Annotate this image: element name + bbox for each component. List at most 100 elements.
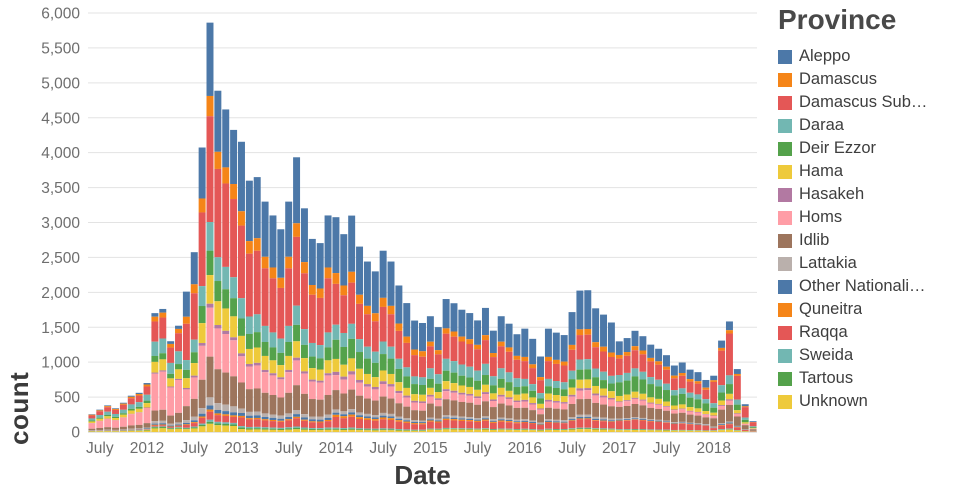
bar-segment bbox=[151, 321, 159, 342]
legend-item: Other Nationali… bbox=[778, 275, 958, 298]
bar-segment bbox=[175, 378, 182, 380]
bar-segment bbox=[497, 429, 505, 432]
bars-group bbox=[88, 22, 757, 433]
bar-segment bbox=[135, 408, 143, 413]
bar-segment bbox=[725, 399, 733, 401]
bar-segment bbox=[245, 389, 253, 412]
legend-swatch bbox=[778, 49, 792, 64]
bar-segment bbox=[182, 316, 190, 324]
bar-segment bbox=[198, 416, 206, 418]
bar-segment bbox=[710, 407, 718, 413]
bar-segment bbox=[277, 277, 285, 288]
bar-segment bbox=[190, 284, 198, 294]
y-tick-label: 4,000 bbox=[41, 145, 80, 162]
bar-segment bbox=[529, 368, 537, 385]
bar-segment bbox=[537, 393, 545, 399]
bar-segment bbox=[521, 399, 529, 402]
bar-segment bbox=[332, 371, 340, 376]
bar-segment bbox=[702, 387, 710, 390]
bar-segment bbox=[387, 373, 395, 385]
bar-segment bbox=[356, 303, 364, 340]
bar-segment bbox=[379, 430, 387, 432]
bar-segment bbox=[426, 394, 434, 397]
bar-segment bbox=[167, 343, 175, 348]
bar-segment bbox=[718, 424, 726, 426]
bar-segment bbox=[175, 424, 182, 426]
legend-item: Lattakia bbox=[778, 252, 958, 275]
legend-swatch bbox=[778, 302, 792, 317]
bar-segment bbox=[387, 261, 395, 306]
bar-segment bbox=[725, 330, 733, 334]
bar-segment bbox=[269, 428, 277, 430]
bar-segment bbox=[340, 418, 348, 429]
bar-segment bbox=[694, 415, 702, 424]
bar-segment bbox=[182, 428, 190, 430]
bar-segment bbox=[112, 427, 120, 430]
bar-segment bbox=[497, 403, 505, 418]
bar-segment bbox=[537, 422, 545, 424]
bar-segment bbox=[426, 378, 434, 388]
legend-item-label: Hama bbox=[799, 162, 844, 180]
bar-segment bbox=[175, 333, 182, 352]
bar-segment bbox=[356, 415, 364, 418]
bar-segment bbox=[544, 407, 552, 420]
bar-segment bbox=[222, 308, 230, 331]
bar-segment bbox=[237, 353, 245, 357]
bar-segment bbox=[198, 343, 206, 346]
bar-segment bbox=[363, 428, 371, 430]
bar-segment bbox=[332, 416, 340, 428]
bar-segment bbox=[363, 346, 371, 359]
bar-segment bbox=[411, 429, 419, 431]
bar-segment bbox=[741, 406, 749, 408]
x-tick-label: July bbox=[653, 440, 681, 457]
bar-segment bbox=[434, 327, 442, 351]
bar-segment bbox=[285, 428, 293, 430]
bar-segment bbox=[450, 361, 458, 373]
bar-segment bbox=[316, 399, 324, 417]
bar-segment bbox=[214, 325, 222, 329]
bar-segment bbox=[584, 414, 592, 417]
bar-segment bbox=[560, 365, 568, 383]
bar-segment bbox=[245, 415, 253, 419]
bar-segment bbox=[230, 316, 238, 338]
bar-segment bbox=[489, 399, 497, 401]
bar-segment bbox=[379, 417, 387, 420]
bar-segment bbox=[725, 421, 733, 423]
bar-segment bbox=[458, 375, 466, 386]
bar-segment bbox=[718, 392, 726, 401]
bar-segment bbox=[340, 416, 348, 419]
bar-segment bbox=[694, 372, 702, 382]
bar-segment bbox=[332, 390, 340, 410]
bar-segment bbox=[647, 430, 655, 432]
bar-segment bbox=[175, 427, 182, 429]
bar-segment bbox=[686, 414, 694, 423]
bar-segment bbox=[584, 369, 592, 380]
bar-segment bbox=[88, 414, 96, 415]
bar-segment bbox=[395, 390, 403, 394]
bar-segment bbox=[505, 382, 513, 391]
bar-segment bbox=[466, 421, 474, 429]
bar-segment bbox=[529, 404, 537, 411]
bar-segment bbox=[237, 211, 245, 226]
bar-segment bbox=[293, 157, 301, 224]
bar-segment bbox=[678, 421, 686, 423]
bar-segment bbox=[702, 399, 710, 404]
bar-segment bbox=[741, 425, 749, 430]
bar-segment bbox=[175, 428, 182, 432]
bar-segment bbox=[442, 389, 450, 392]
bar-segment bbox=[112, 408, 120, 409]
bar-segment bbox=[544, 386, 552, 394]
bar-segment bbox=[285, 413, 293, 417]
bar-segment bbox=[159, 427, 167, 429]
bar-segment bbox=[308, 379, 316, 382]
bar-segment bbox=[143, 407, 151, 424]
bar-segment bbox=[88, 414, 96, 416]
bar-segment bbox=[230, 412, 238, 416]
bar-segment bbox=[277, 429, 285, 432]
bar-segment bbox=[348, 428, 356, 430]
y-tick-label: 2,500 bbox=[41, 250, 80, 267]
bar-segment bbox=[481, 363, 489, 376]
bar-segment bbox=[316, 369, 324, 381]
bar-segment bbox=[568, 429, 576, 432]
bar-segment bbox=[615, 375, 623, 383]
